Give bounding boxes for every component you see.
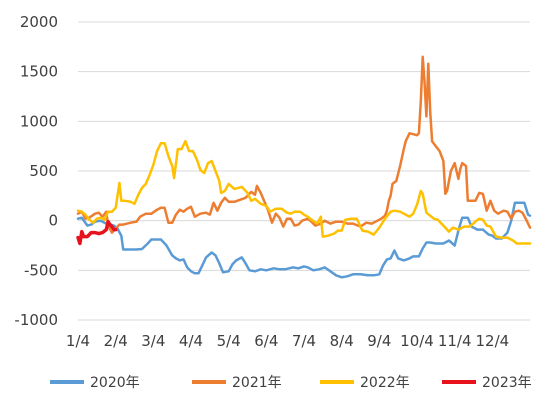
x-tick-label: 2/4 bbox=[104, 332, 128, 350]
series-line-1 bbox=[76, 201, 532, 279]
y-tick-label: 0 bbox=[48, 212, 58, 230]
y-tick-label: 1000 bbox=[20, 112, 58, 130]
gridlines bbox=[78, 21, 530, 321]
legend-label: 2021年 bbox=[232, 375, 282, 391]
y-tick-label: 1500 bbox=[20, 63, 58, 81]
y-axis-tick-labels: 2000 1500 1000 500 0 -500 -1000 bbox=[14, 13, 58, 329]
series-line-2 bbox=[76, 55, 532, 234]
legend: 2020年 2021年 2022年 2023年 bbox=[50, 375, 532, 391]
legend-label: 2020年 bbox=[90, 375, 140, 391]
series-lines bbox=[76, 55, 532, 279]
y-tick-label: -500 bbox=[24, 261, 58, 279]
x-tick-label: 11/4 bbox=[438, 332, 472, 350]
x-tick-label: 4/4 bbox=[179, 332, 203, 350]
y-tick-label: 2000 bbox=[20, 13, 58, 31]
x-tick-label: 5/4 bbox=[217, 332, 241, 350]
series-line-3 bbox=[76, 139, 532, 245]
x-tick-label: 1/4 bbox=[66, 332, 90, 350]
x-tick-label: 10/4 bbox=[400, 332, 434, 350]
x-tick-label: 3/4 bbox=[141, 332, 165, 350]
x-axis-tick-labels: 1/4 2/4 3/4 4/4 5/4 6/4 7/4 8/4 9/4 10/4 11/4 12/4 bbox=[66, 332, 509, 350]
x-tick-label: 12/4 bbox=[475, 332, 509, 350]
x-tick-label: 9/4 bbox=[367, 332, 391, 350]
series-line-4 bbox=[76, 219, 118, 246]
x-tick-label: 8/4 bbox=[330, 332, 354, 350]
y-tick-label: -1000 bbox=[14, 311, 58, 329]
legend-label: 2023年 bbox=[482, 375, 532, 391]
x-tick-label: 6/4 bbox=[254, 332, 278, 350]
legend-label: 2022年 bbox=[360, 375, 410, 391]
y-tick-label: 500 bbox=[29, 162, 58, 180]
x-tick-label: 7/4 bbox=[292, 332, 316, 350]
